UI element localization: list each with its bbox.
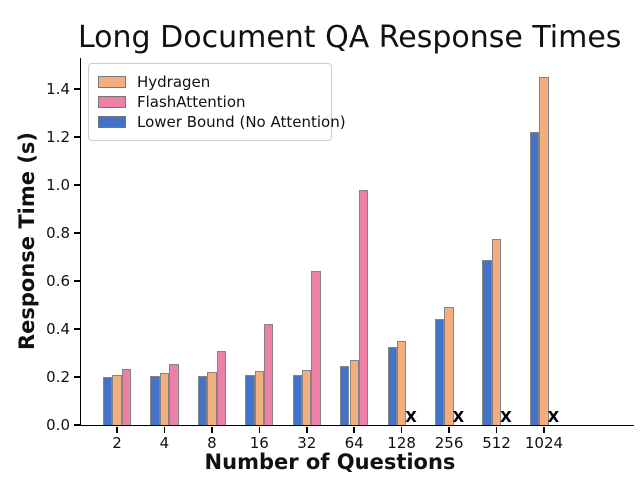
x-tick-mark [258,426,261,433]
bar-lower-bound-no-attention--512 [482,259,492,425]
y-tick-mark [73,280,80,282]
bar-hydragen-256 [444,307,454,425]
bar-lower-bound-no-attention--2 [102,377,113,425]
legend-swatch-lower-bound [98,116,126,128]
bar-hydragen-4 [159,373,170,425]
y-axis-label: Response Time (s) [15,131,39,351]
missing-marker-256: X [452,408,465,426]
legend-item-lower-bound: Lower Bound (No Attention) [98,112,346,132]
legend-label: Lower Bound (No Attention) [137,113,346,131]
y-tick-mark [73,376,80,378]
x-tick-label-16: 16 [249,434,269,452]
legend-label: FlashAttention [137,93,246,111]
x-tick-label-8: 8 [207,434,217,452]
x-tick-mark [448,426,450,433]
y-tick-label-0.8: 0.8 [46,224,70,243]
x-tick-mark [400,426,403,433]
y-tick-label-1.0: 1.0 [46,176,70,195]
y-tick-mark [73,232,80,234]
missing-marker-512: X [500,408,512,426]
x-tick-label-512: 512 [482,434,511,452]
bar-hydragen-2 [112,374,122,425]
y-tick-label-0.2: 0.2 [46,368,70,387]
x-tick-mark [116,426,118,433]
y-tick-mark [73,88,80,90]
x-tick-mark [353,426,355,433]
x-tick-mark [211,426,213,433]
bar-hydragen-128 [396,341,407,425]
x-tick-label-32: 32 [297,434,317,452]
y-tick-mark [73,424,80,426]
x-tick-mark [495,426,498,433]
legend-item-flashattention: FlashAttention [98,92,321,112]
bar-flashattention-2 [121,368,132,425]
y-tick-mark [73,136,80,138]
x-tick-label-2: 2 [112,434,122,452]
legend-item-hydragen: Hydragen [98,72,321,92]
bar-lower-bound-no-attention--4 [150,375,160,425]
x-tick-label-4: 4 [159,434,170,452]
x-tick-mark [543,426,545,433]
legend-swatch-hydragen [98,76,126,88]
x-axis-label: Number of Questions [204,450,456,474]
bar-flashattention-32 [311,271,321,425]
bar-lower-bound-no-attention--128 [387,347,397,425]
x-tick-label-1024: 1024 [524,434,564,452]
bar-hydragen-16 [254,371,264,425]
bar-flashattention-8 [216,350,226,425]
y-tick-mark [73,184,80,186]
x-tick-mark [163,426,166,433]
x-tick-label-64: 64 [344,434,364,452]
y-tick-mark [73,328,80,330]
bar-hydragen-32 [302,369,312,425]
bar-lower-bound-no-attention--32 [292,374,303,425]
legend-label: Hydragen [137,73,211,91]
bar-hydragen-64 [349,360,359,425]
legend: Hydragen FlashAttention Lower Bound (No … [88,63,346,141]
bar-hydragen-8 [207,372,217,425]
bar-lower-bound-no-attention--1024 [529,132,540,425]
bar-lower-bound-no-attention--64 [340,366,350,425]
bar-flashattention-4 [169,363,179,425]
y-tick-label-0.4: 0.4 [46,320,70,339]
y-tick-label-0.0: 0.0 [46,416,70,434]
bar-lower-bound-no-attention--16 [245,374,255,425]
plot-area: 0.0 0.2 0.4 0.6 0.8 1.0 1.2 1.4 2 4 8 16 32 64 128 256 5… [46,58,634,452]
bar-lower-bound-no-attention--256 [434,319,445,425]
legend-swatch-flashattention [98,96,126,108]
missing-marker-128: X [405,408,417,426]
x-tick-mark [306,426,308,433]
bar-lower-bound-no-attention--8 [197,375,208,425]
chart-title: Long Document QA Response Times [78,20,622,55]
bar-flashattention-16 [264,324,274,425]
y-tick-label-1.4: 1.4 [46,80,70,99]
y-tick-label-1.2: 1.2 [46,128,70,147]
missing-marker-1024: X [547,408,560,426]
y-tick-label-0.6: 0.6 [46,272,70,291]
x-tick-label-256: 256 [434,434,464,452]
bar-hydragen-512 [491,239,502,425]
bar-hydragen-1024 [539,77,549,425]
bar-flashattention-64 [358,189,369,425]
x-tick-label-128: 128 [387,434,416,452]
